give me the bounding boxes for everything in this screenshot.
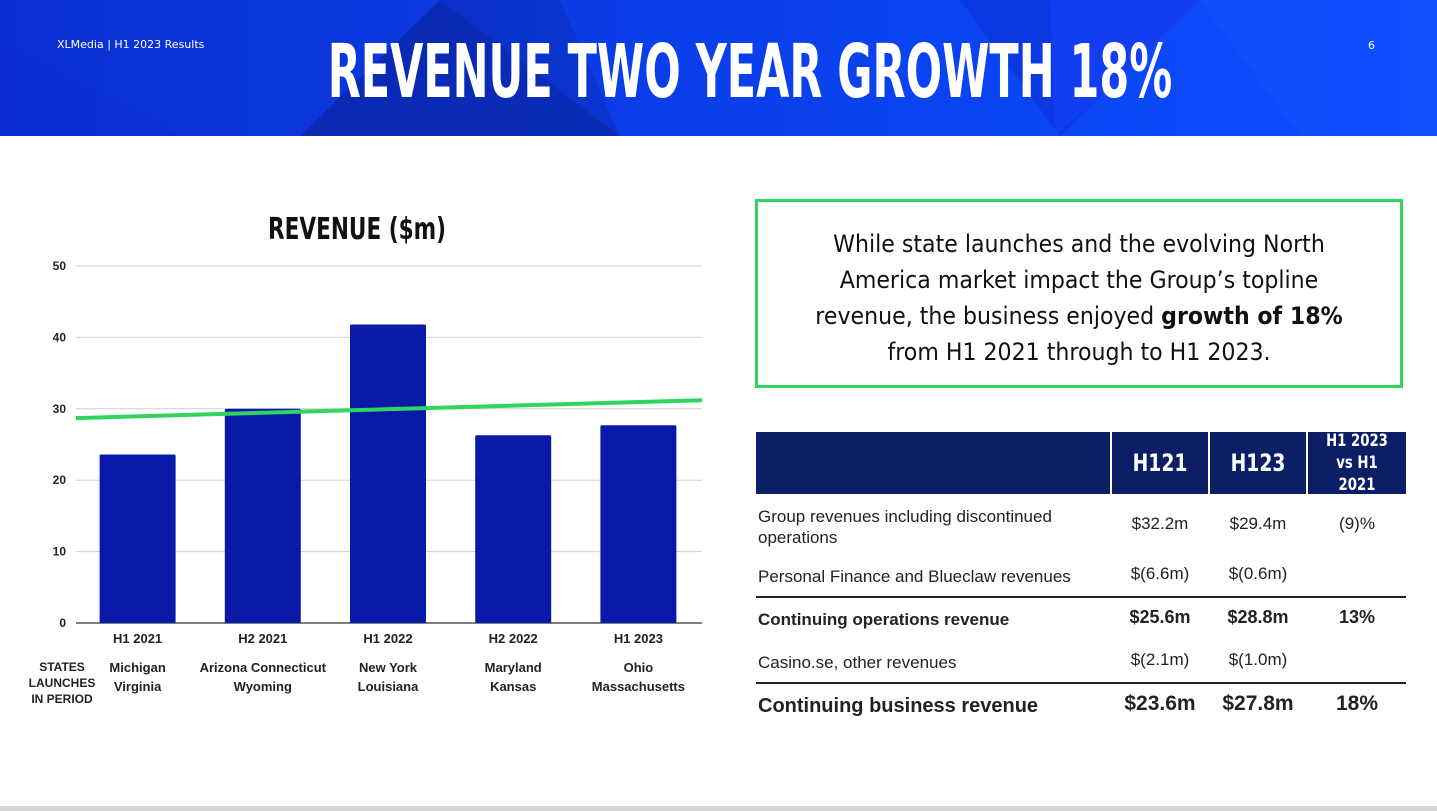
table-divider xyxy=(756,682,1406,684)
table-divider xyxy=(756,596,1406,598)
row-label: Casino.se, other revenues xyxy=(758,653,957,672)
column-header-h123: H123 xyxy=(1230,449,1286,477)
footer-divider xyxy=(0,806,1437,811)
state-launch-label: Arizona Connecticut xyxy=(200,660,327,675)
row-value-change: 13% xyxy=(1338,607,1376,627)
row-value-change: 18% xyxy=(1335,692,1379,715)
revenue-bar-chart: REVENUE ($m) 0 10 20 30 40 50 H1 2021 Michigan Vi… xyxy=(29,213,703,706)
trend-line xyxy=(75,398,703,421)
bar xyxy=(99,454,176,623)
brand-label: XLMedia | H1 2023 Results xyxy=(57,38,205,51)
callout-text-after: from H1 2021 through to H1 2023. xyxy=(887,338,1271,366)
row-value-h121: $32.2m xyxy=(1131,514,1189,533)
row-value-h123: $(1.0m) xyxy=(1228,650,1288,669)
x-category-label: H1 2022 xyxy=(363,631,412,646)
state-launch-label: Kansas xyxy=(490,679,536,694)
y-tick-label: 30 xyxy=(53,402,67,416)
row-value-h121: $23.6m xyxy=(1124,692,1196,715)
table-row: Continuing operations revenue $25.6m $28… xyxy=(756,607,1406,631)
row-label: Continuing operations revenue xyxy=(758,610,1010,629)
table-row: Group revenues including discontinued op… xyxy=(756,506,1406,550)
bar xyxy=(475,435,552,623)
y-tick-label: 20 xyxy=(53,473,67,487)
y-tick-label: 0 xyxy=(59,616,66,630)
callout-text: While state launches and the evolving No… xyxy=(793,226,1365,370)
chart-title: REVENUE ($m) xyxy=(268,213,446,247)
state-launch-label: Louisiana xyxy=(358,679,419,694)
table-row: Personal Finance and Blueclaw revenues $… xyxy=(756,564,1406,588)
x-category-label: H1 2021 xyxy=(113,631,162,646)
row-value-h121: $(6.6m) xyxy=(1130,564,1190,583)
row-label: Continuing business revenue xyxy=(758,695,1039,717)
state-launch-label: Ohio xyxy=(624,660,654,675)
state-launch-label: Michigan xyxy=(109,660,165,675)
y-tick-label: 40 xyxy=(53,330,67,344)
bar xyxy=(600,425,677,623)
page-number: 6 xyxy=(1368,39,1375,52)
header-divider xyxy=(1306,432,1308,494)
callout-text-before: While state launches and the evolving No… xyxy=(815,230,1325,330)
row-value-h121: $25.6m xyxy=(1129,607,1191,627)
state-launch-label: Massachusetts xyxy=(592,679,685,694)
y-tick-label: 50 xyxy=(53,259,67,273)
column-header-change: H1 2023 vs H1 2021 xyxy=(1326,431,1388,495)
header-divider xyxy=(1110,432,1112,494)
row-value-h123: $29.4m xyxy=(1229,514,1287,533)
bar xyxy=(350,324,426,623)
table-row: Casino.se, other revenues $(2.1m) $(1.0m… xyxy=(756,650,1406,674)
states-header-label: STATES xyxy=(39,660,85,674)
state-launch-label: New York xyxy=(359,660,418,675)
header-background-graphic xyxy=(0,0,1437,136)
state-launch-label: Maryland xyxy=(485,660,542,675)
x-category-label: H2 2022 xyxy=(489,631,538,646)
growth-callout-box: While state launches and the evolving No… xyxy=(755,199,1403,388)
states-header-label: IN PERIOD xyxy=(31,692,93,706)
state-launch-label: Virginia xyxy=(114,679,162,694)
revenue-table: H121 H123 H1 2023 vs H1 2021 Group reven… xyxy=(756,431,1406,717)
column-header-h121: H121 xyxy=(1132,449,1188,477)
callout-text-bold: growth of 18% xyxy=(1161,302,1343,330)
row-label: Personal Finance and Blueclaw revenues xyxy=(758,567,1071,586)
bar xyxy=(224,408,301,623)
row-value-h123: $27.8m xyxy=(1222,692,1294,715)
row-value-h123: $(0.6m) xyxy=(1228,564,1288,583)
y-tick-label: 10 xyxy=(53,545,67,559)
header-banner: XLMedia | H1 2023 Results 6 REVENUE TWO … xyxy=(0,0,1437,136)
table-row: Continuing business revenue $23.6m $27.8… xyxy=(756,692,1406,722)
state-launch-label: Wyoming xyxy=(234,679,292,694)
x-category-label: H2 2021 xyxy=(238,631,287,646)
x-category-label: H1 2023 xyxy=(614,631,663,646)
row-value-h121: $(2.1m) xyxy=(1130,650,1190,669)
table-header: H121 H123 H1 2023 vs H1 2021 xyxy=(756,431,1406,495)
states-header-label: LAUNCHES xyxy=(29,676,96,690)
row-value-change: (9)% xyxy=(1339,514,1375,533)
row-label: Group revenues including discontinued op… xyxy=(758,507,1052,547)
page-title: REVENUE TWO YEAR GROWTH 18% xyxy=(327,29,1173,115)
header-divider xyxy=(1208,432,1210,494)
row-value-h123: $28.8m xyxy=(1227,607,1289,627)
